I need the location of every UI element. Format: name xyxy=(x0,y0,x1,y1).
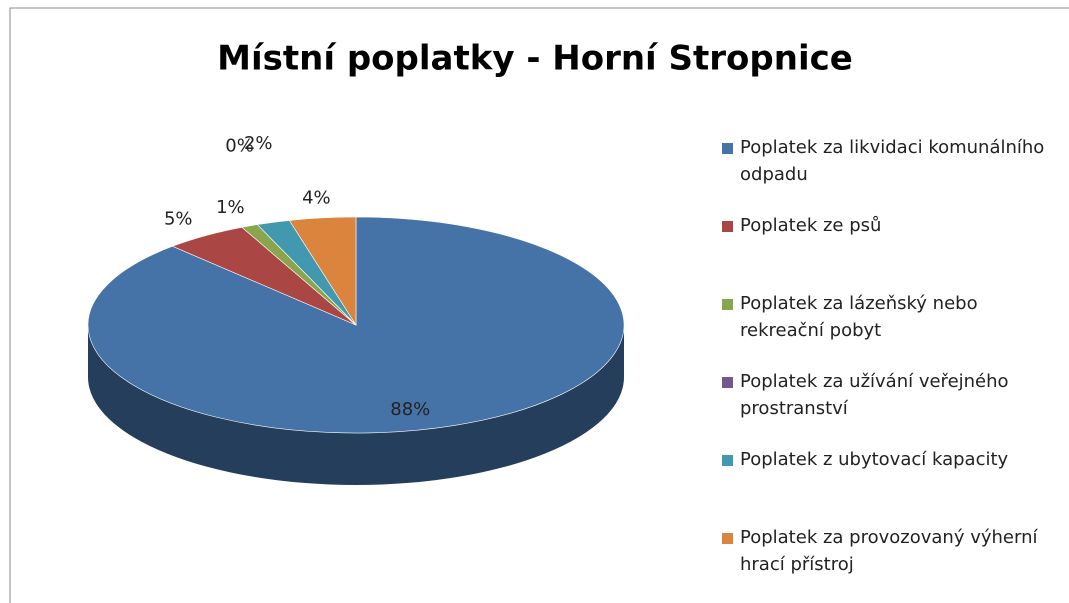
data-label: 5% xyxy=(164,209,193,230)
chart-frame xyxy=(9,7,1069,603)
legend-label: Poplatek za lázeňský nebo rekreační poby… xyxy=(740,293,978,341)
legend-item: Poplatek ze psů xyxy=(722,212,1052,290)
legend-swatch xyxy=(722,221,733,232)
legend-label: Poplatek ze psů xyxy=(740,215,882,236)
data-label: 88% xyxy=(390,399,430,420)
legend-label: Poplatek za provozovaný výherní hrací př… xyxy=(740,527,1038,575)
legend-swatch xyxy=(722,377,733,388)
data-label: 0% xyxy=(225,136,254,157)
legend-item: Poplatek za provozovaný výherní hrací př… xyxy=(722,524,1052,602)
legend-label: Poplatek za užívání veřejného prostranst… xyxy=(740,371,1009,419)
legend-item: Poplatek za lázeňský nebo rekreační poby… xyxy=(722,290,1052,368)
data-label: 2% xyxy=(244,133,273,154)
data-label: 1% xyxy=(216,197,245,218)
legend-item: Poplatek z ubytovací kapacity xyxy=(722,446,1052,524)
legend: Poplatek za likvidaci komunálního odpadu… xyxy=(722,134,1052,602)
chart-title: Místní poplatky - Horní Stropnice xyxy=(217,39,853,79)
legend-swatch xyxy=(722,533,733,544)
pie-side xyxy=(88,325,624,485)
pie-slice xyxy=(288,216,357,327)
legend-swatch xyxy=(722,299,733,310)
legend-item: Poplatek za likvidaci komunálního odpadu xyxy=(722,134,1052,212)
legend-swatch xyxy=(722,455,733,466)
legend-label: Poplatek za likvidaci komunálního odpadu xyxy=(740,137,1045,185)
legend-label: Poplatek z ubytovací kapacity xyxy=(740,449,1009,470)
legend-item: Poplatek za užívání veřejného prostranst… xyxy=(722,368,1052,446)
legend-swatch xyxy=(722,143,733,154)
data-label: 4% xyxy=(302,188,331,209)
